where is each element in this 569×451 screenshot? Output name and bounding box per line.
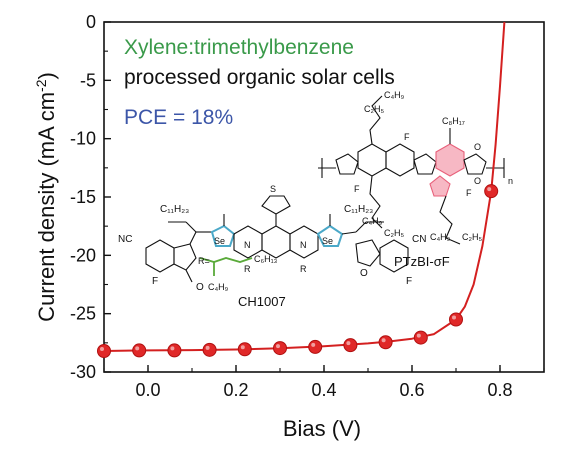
y-tick-label: -30 xyxy=(70,362,96,382)
y-tick-label: -25 xyxy=(70,304,96,324)
data-point xyxy=(167,343,182,358)
svg-text:Se: Se xyxy=(322,236,333,246)
svg-text:F: F xyxy=(152,276,158,287)
svg-text:C₄H₉: C₄H₉ xyxy=(362,216,383,226)
data-point xyxy=(237,342,252,357)
svg-text:C₂H₅: C₂H₅ xyxy=(384,228,404,238)
y-axis-title: Current density (mA cm-2) xyxy=(33,72,59,322)
svg-text:F: F xyxy=(354,184,360,194)
data-point-highlight xyxy=(276,344,280,349)
data-point-highlight xyxy=(381,338,386,343)
annotation-solvent: Xylene:trimethylbenzene xyxy=(124,36,354,59)
svg-text:R=: R= xyxy=(198,256,210,266)
acceptor-structure xyxy=(145,195,409,283)
data-point xyxy=(97,344,111,358)
x-tick-label: 0.0 xyxy=(135,380,160,400)
svg-text:C₄H₉: C₄H₉ xyxy=(208,282,229,292)
data-point xyxy=(449,312,463,327)
data-point-highlight xyxy=(346,341,351,346)
data-point-highlight xyxy=(416,333,421,338)
svg-text:N: N xyxy=(244,240,251,250)
x-axis: 0.0 0.2 0.4 0.6 0.8 xyxy=(103,365,545,400)
data-point-highlight xyxy=(135,346,140,351)
svg-text:N: N xyxy=(300,240,307,250)
x-tick-label: 0.4 xyxy=(311,380,336,400)
svg-text:C₆H₁₃: C₆H₁₃ xyxy=(254,254,278,264)
y-tick-label: -15 xyxy=(70,187,96,207)
data-point xyxy=(343,338,358,353)
molecule-labels: C₁₁H₂₃ C₁₁H₂₃ NC CN F F O O Se Se N N S … xyxy=(118,90,513,309)
svg-text:R: R xyxy=(244,264,251,274)
data-point xyxy=(132,343,147,358)
svg-text:NC: NC xyxy=(118,234,132,245)
svg-text:S: S xyxy=(270,184,276,194)
data-point-highlight xyxy=(452,315,456,320)
svg-text:C₂H₅: C₂H₅ xyxy=(462,232,482,242)
svg-text:C₁₁H₂₃: C₁₁H₂₃ xyxy=(160,204,189,215)
x-tick-label: 0.8 xyxy=(487,380,512,400)
acceptor-name: CH1007 xyxy=(238,294,286,309)
data-point-highlight xyxy=(170,346,175,351)
x-tick-label: 0.6 xyxy=(399,380,424,400)
svg-text:C₈H₁₇: C₈H₁₇ xyxy=(442,116,465,126)
polymer-name: PTzBI-σF xyxy=(394,254,450,269)
data-point-highlight xyxy=(487,187,492,192)
data-point xyxy=(202,342,217,357)
svg-text:C₄H₉: C₄H₉ xyxy=(384,90,405,100)
annotation-pce: PCE = 18% xyxy=(124,106,233,129)
svg-text:O: O xyxy=(196,282,204,293)
svg-text:O: O xyxy=(360,268,368,279)
annotation-devices: processed organic solar cells xyxy=(124,66,395,89)
y-tick-label: -20 xyxy=(70,245,96,265)
x-axis-title: Bias (V) xyxy=(283,416,361,441)
data-point-highlight xyxy=(205,345,210,350)
data-point xyxy=(484,184,499,199)
data-point-highlight xyxy=(100,347,104,351)
data-point xyxy=(308,339,323,354)
data-point-highlight xyxy=(240,345,245,350)
x-tick-label: 0.2 xyxy=(223,380,248,400)
data-point xyxy=(273,341,287,356)
data-point xyxy=(413,330,428,345)
y-tick-label: -5 xyxy=(80,70,96,90)
svg-text:C₄H₉: C₄H₉ xyxy=(430,232,451,242)
svg-text:C₁₁H₂₃: C₁₁H₂₃ xyxy=(344,204,373,215)
svg-text:n: n xyxy=(508,176,513,186)
svg-text:C₂H₅: C₂H₅ xyxy=(364,104,384,114)
y-axis: 0 -5 -10 -15 -20 -25 -30 xyxy=(70,12,111,382)
svg-text:O: O xyxy=(474,176,481,186)
svg-text:F: F xyxy=(406,276,412,287)
data-point xyxy=(378,335,393,350)
svg-text:Se: Se xyxy=(214,236,225,246)
svg-text:R: R xyxy=(300,264,307,274)
svg-text:F: F xyxy=(466,188,472,198)
data-point-highlight xyxy=(311,342,316,347)
y-tick-label: -10 xyxy=(70,129,96,149)
svg-text:CN: CN xyxy=(412,234,426,245)
svg-text:F: F xyxy=(404,132,410,142)
marker-layer xyxy=(97,184,499,358)
y-tick-label: 0 xyxy=(86,12,96,32)
svg-text:O: O xyxy=(474,142,481,152)
polymer-structure xyxy=(318,95,505,245)
